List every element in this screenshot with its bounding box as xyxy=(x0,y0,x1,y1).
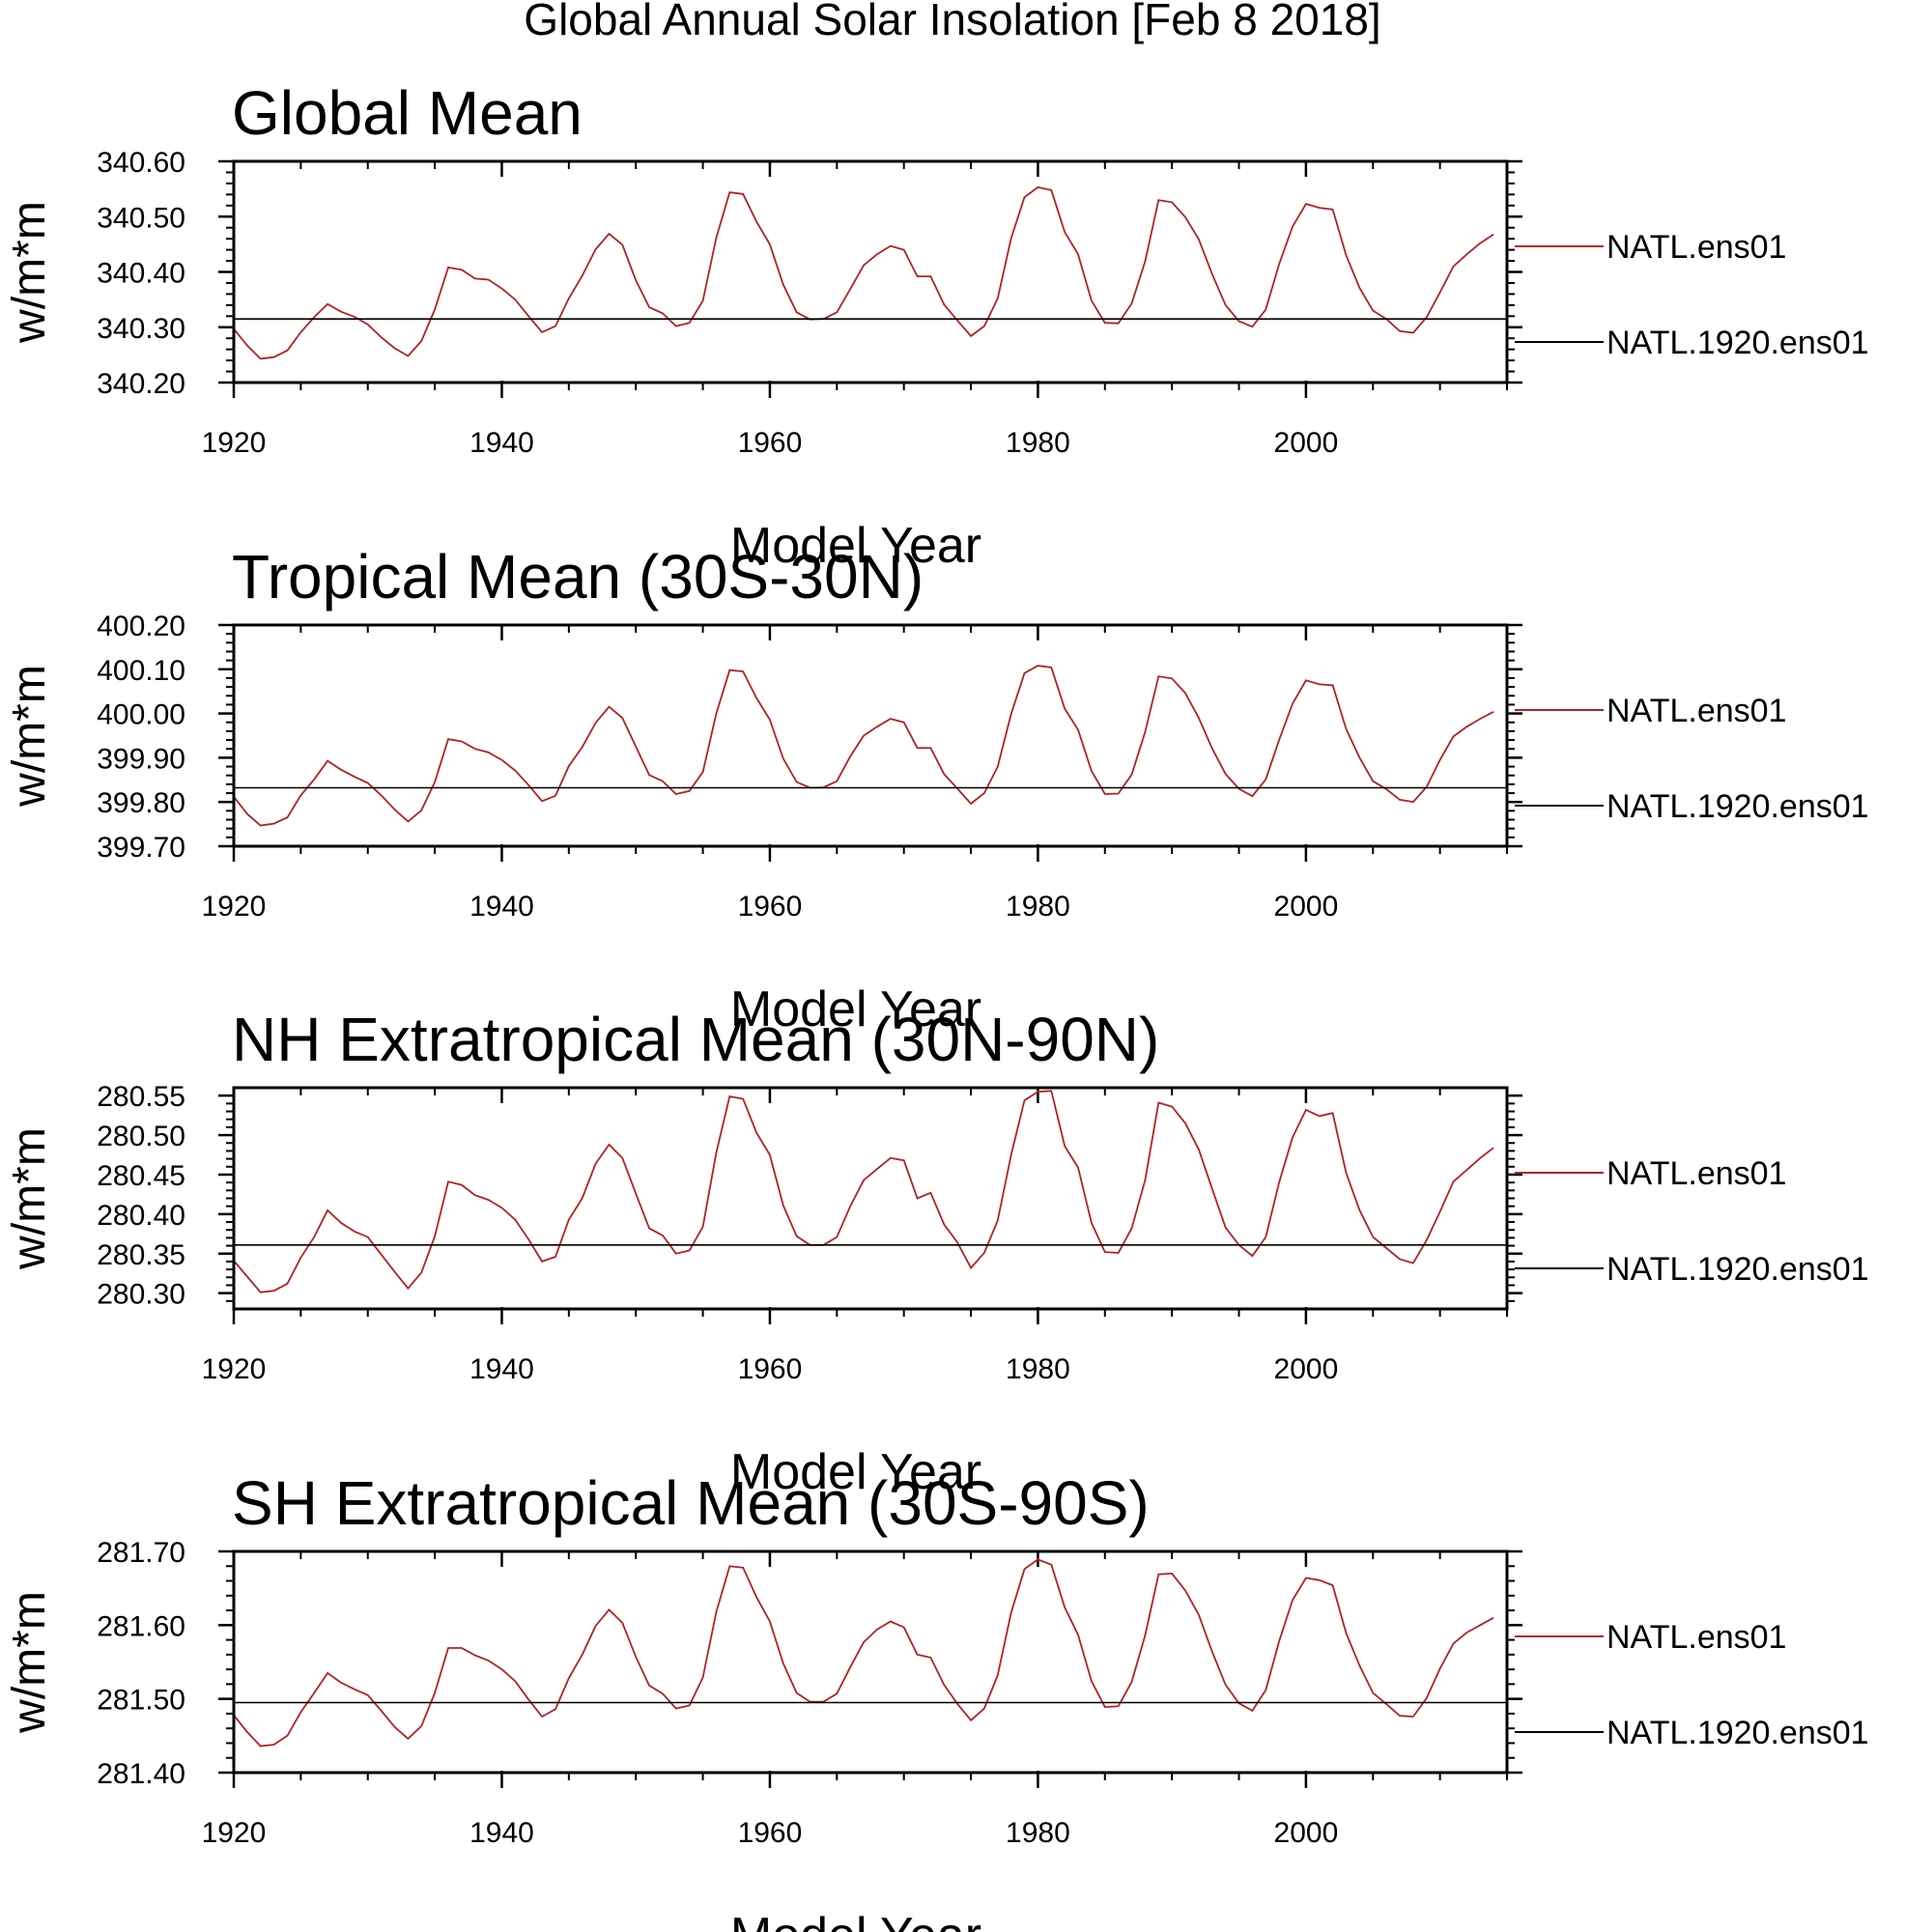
y-tick-label: 399.70 xyxy=(97,832,185,864)
x-tick-label: 1940 xyxy=(469,1817,534,1849)
legend-label-1920: NATL.1920.ens01 xyxy=(1606,325,1869,361)
y-axis-label: w/m*m xyxy=(4,1127,55,1270)
x-tick-label: 1960 xyxy=(738,1817,803,1849)
legend-label-ens01: NATL.ens01 xyxy=(1606,693,1786,729)
x-tick-label: 1980 xyxy=(1006,1817,1070,1849)
y-tick-label: 280.45 xyxy=(97,1160,185,1192)
y-tick-label: 280.30 xyxy=(97,1279,185,1311)
y-axis-label: w/m*m xyxy=(4,665,55,808)
x-tick-label: 2000 xyxy=(1274,1353,1339,1385)
x-tick-label: 1960 xyxy=(738,1353,803,1385)
figure-title: Global Annual Solar Insolation [Feb 8 20… xyxy=(524,0,1380,44)
x-tick-label: 1920 xyxy=(202,1353,267,1385)
x-tick-label: 1960 xyxy=(738,427,803,459)
x-tick-label: 1940 xyxy=(469,427,534,459)
series-line-ens01 xyxy=(233,1558,1494,1747)
plot-frame xyxy=(232,623,1509,848)
plot-frame xyxy=(232,159,1509,384)
x-tick-label: 1980 xyxy=(1006,891,1070,923)
legend-label-ens01: NATL.ens01 xyxy=(1606,1619,1786,1656)
x-axis-label: Model Year xyxy=(730,1908,981,1932)
x-tick-label: 1920 xyxy=(202,427,267,459)
legend-label-1920: NATL.1920.ens01 xyxy=(1606,1251,1869,1288)
plot-frame xyxy=(232,1549,1509,1775)
y-tick-label: 399.80 xyxy=(97,787,185,819)
x-tick-label: 1920 xyxy=(202,1817,267,1849)
x-tick-label: 1940 xyxy=(469,1353,534,1385)
y-axis-label: w/m*m xyxy=(4,1591,55,1734)
y-tick-label: 280.50 xyxy=(97,1121,185,1152)
legend-label-ens01: NATL.ens01 xyxy=(1606,229,1786,266)
chart-panel-3: NH Extratropical Mean (30N-90N) 1920 1940 1… xyxy=(4,1005,1869,1500)
y-axis-label: w/m*m xyxy=(4,201,55,344)
y-tick-label: 340.60 xyxy=(97,147,185,179)
y-tick-label: 340.30 xyxy=(97,313,185,345)
x-tick-label: 1940 xyxy=(469,891,534,923)
panel-title: NH Extratropical Mean (30N-90N) xyxy=(232,1005,1159,1074)
x-tick-label: 2000 xyxy=(1274,427,1339,459)
series-line-ens01 xyxy=(233,665,1494,827)
panel-title: SH Extratropical Mean (30S-90S) xyxy=(232,1468,1150,1538)
panel-title: Tropical Mean (30S-30N) xyxy=(232,542,924,611)
y-tick-label: 400.20 xyxy=(97,611,185,642)
x-axis-label: Model Year xyxy=(730,518,981,574)
plot-frame xyxy=(232,1086,1509,1311)
chart-panel-2: Tropical Mean (30S-30N) 1920 1940 1960 1980 2… xyxy=(4,542,1869,1037)
y-tick-label: 340.20 xyxy=(97,368,185,400)
x-tick-label: 1920 xyxy=(202,891,267,923)
chart-panel-4: SH Extratropical Mean (30S-90S) 1920 1940 1… xyxy=(4,1468,1869,1932)
x-tick-label: 2000 xyxy=(1274,1817,1339,1849)
chart-panel-1: Global Mean 1920 1940 1960 1980 2000 340.20 340… xyxy=(4,78,1869,574)
legend-label-1920: NATL.1920.ens01 xyxy=(1606,788,1869,825)
y-tick-label: 340.50 xyxy=(97,202,185,234)
x-tick-label: 1980 xyxy=(1006,1353,1070,1385)
y-tick-label: 340.40 xyxy=(97,258,185,290)
panel-title: Global Mean xyxy=(232,78,583,148)
series-line-ens01 xyxy=(233,1090,1494,1293)
legend-label-1920: NATL.1920.ens01 xyxy=(1606,1715,1869,1751)
legend-label-ens01: NATL.ens01 xyxy=(1606,1155,1786,1192)
x-tick-label: 1960 xyxy=(738,891,803,923)
y-tick-label: 281.70 xyxy=(97,1537,185,1569)
x-tick-label: 2000 xyxy=(1274,891,1339,923)
y-tick-label: 281.50 xyxy=(97,1685,185,1717)
y-tick-label: 281.40 xyxy=(97,1758,185,1790)
y-tick-label: 400.00 xyxy=(97,699,185,731)
x-axis-label: Model Year xyxy=(730,1444,981,1500)
y-tick-label: 399.90 xyxy=(97,743,185,775)
y-tick-label: 400.10 xyxy=(97,655,185,687)
x-tick-label: 1980 xyxy=(1006,427,1070,459)
x-axis-label: Model Year xyxy=(730,981,981,1037)
y-tick-label: 281.60 xyxy=(97,1610,185,1642)
y-tick-label: 280.35 xyxy=(97,1239,185,1271)
y-tick-label: 280.55 xyxy=(97,1081,185,1113)
series-line-ens01 xyxy=(233,185,1494,360)
y-tick-label: 280.40 xyxy=(97,1200,185,1232)
